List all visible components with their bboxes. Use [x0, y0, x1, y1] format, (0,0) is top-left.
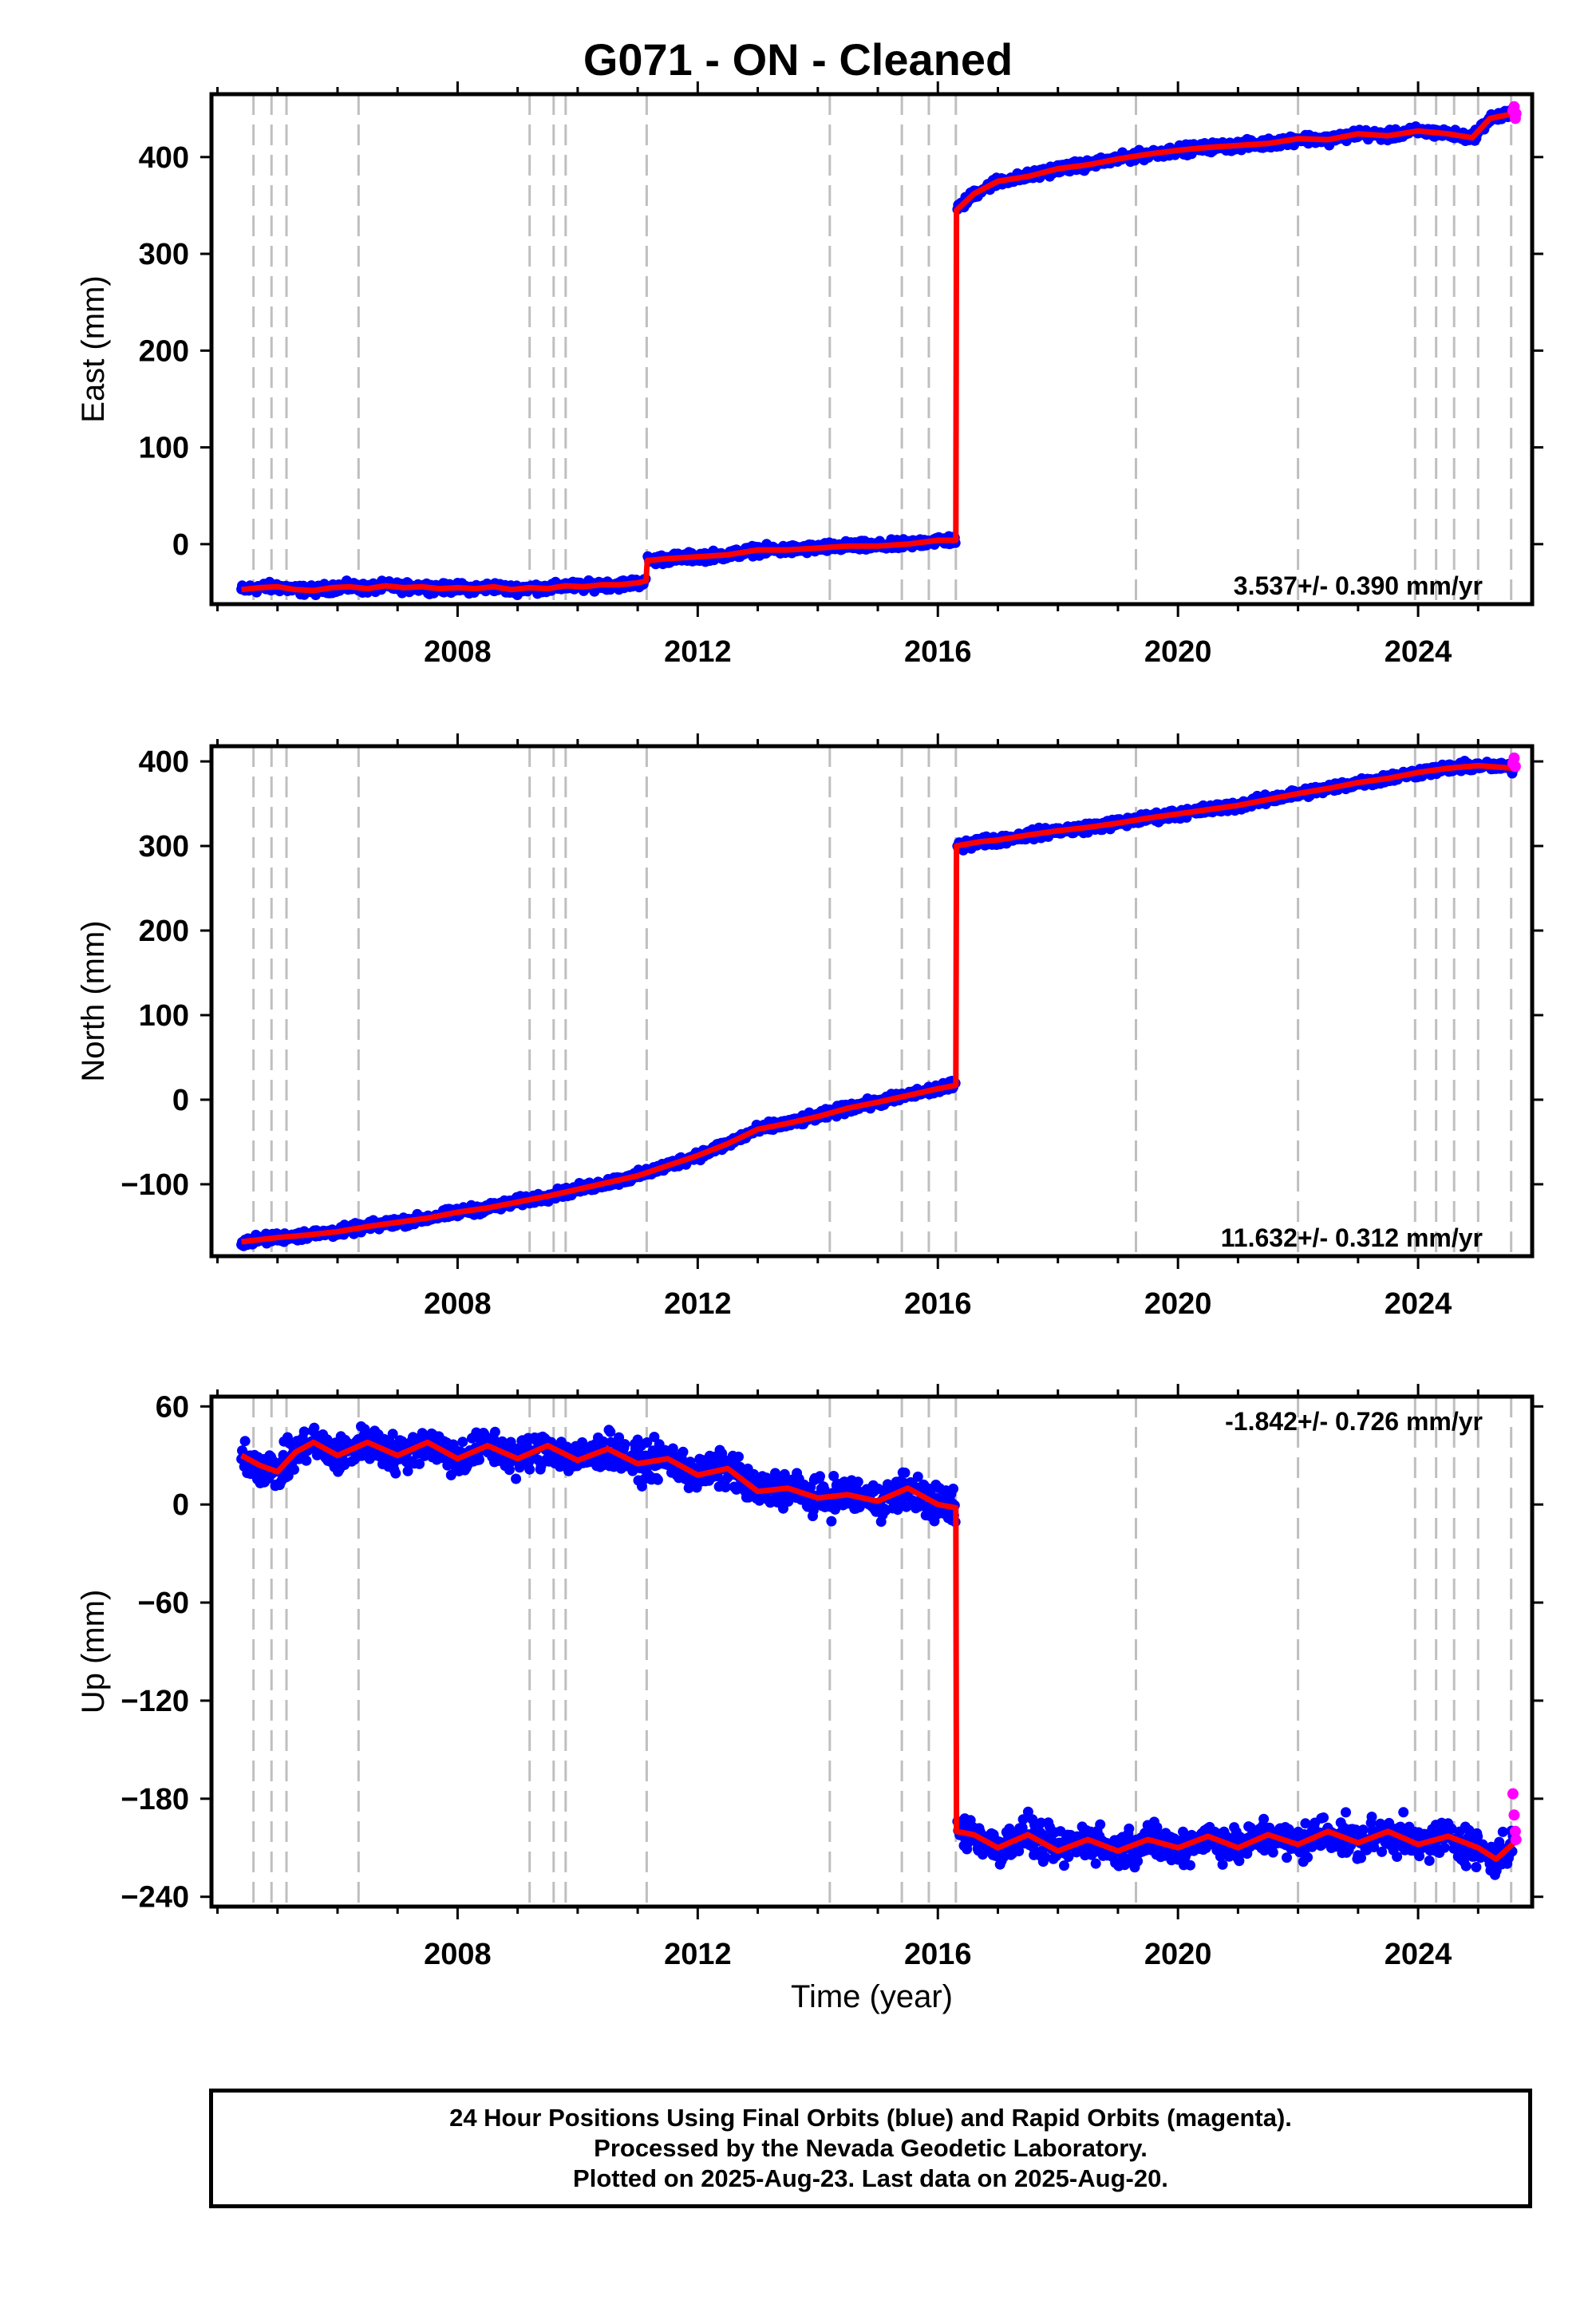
- final-orbit-points: [236, 105, 1519, 600]
- y-tick-label: 200: [139, 915, 189, 948]
- final-point: [524, 1464, 535, 1475]
- panel-1: 0 100 200 300 400 2008 2012 2016 2020 2024 East (m…: [76, 81, 1543, 669]
- y-tick-label: 100: [139, 999, 189, 1033]
- y-axis-title: East (mm): [76, 275, 111, 422]
- plot-frame: [209, 92, 1535, 607]
- final-point: [733, 1451, 744, 1462]
- final-point: [289, 1464, 299, 1475]
- final-point: [1090, 1858, 1101, 1869]
- final-point: [652, 1474, 663, 1485]
- rapid-point: [1509, 761, 1521, 773]
- x-tick-label: 2016: [904, 635, 972, 669]
- x-tick-label: 2020: [1144, 1287, 1212, 1321]
- final-point: [667, 1443, 678, 1454]
- page-title: G071 - ON - Cleaned: [583, 34, 1013, 85]
- panel-2: −100 0 100 200 300 400 2008 2012 2016 2020 2024 Nor…: [76, 733, 1543, 1321]
- y-tick-label: 0: [172, 528, 189, 562]
- model-line: [241, 762, 1515, 1245]
- y-tick-label: 300: [139, 238, 189, 271]
- final-point: [852, 1476, 863, 1488]
- chart-figure: 0 100 200 300 400 2008 2012 2016 2020 2024 East (m…: [76, 81, 1543, 2014]
- y-tick-label: 300: [139, 830, 189, 864]
- final-point: [899, 1467, 911, 1478]
- plot-frame: [209, 744, 1535, 1259]
- final-point: [390, 1468, 401, 1479]
- x-tick-label: 2008: [424, 635, 492, 669]
- final-point: [815, 1471, 825, 1482]
- final-point: [605, 1426, 616, 1437]
- final-orbit-points: [236, 1421, 1519, 1880]
- final-point: [1059, 1860, 1069, 1871]
- final-point: [619, 1439, 630, 1450]
- y-tick-label: −100: [120, 1168, 189, 1202]
- rapid-point: [1510, 108, 1522, 120]
- x-tick-label: 2020: [1144, 635, 1212, 669]
- x-tick-label: 2012: [664, 1287, 732, 1321]
- final-point: [826, 1516, 837, 1527]
- x-tick-label: 2012: [664, 635, 732, 669]
- x-tick-label: 2024: [1385, 635, 1452, 669]
- model-line: [241, 110, 1515, 594]
- final-point: [474, 1454, 484, 1465]
- x-tick-label: 2016: [904, 1287, 972, 1321]
- final-point: [678, 1446, 689, 1457]
- final-point: [511, 1473, 522, 1484]
- rate-label: 11.632+/- 0.312 mm/yr: [1221, 1223, 1483, 1252]
- y-tick-label: 400: [139, 745, 189, 779]
- final-point: [1124, 1823, 1135, 1834]
- final-point: [301, 1455, 312, 1466]
- x-tick-label: 2024: [1385, 1287, 1452, 1321]
- final-point: [948, 1484, 958, 1494]
- final-point: [489, 1426, 500, 1437]
- x-tick-label: 2008: [424, 1287, 492, 1321]
- y-axis-title: North (mm): [76, 920, 111, 1081]
- rate-label: 3.537+/- 0.390 mm/yr: [1234, 571, 1483, 600]
- y-tick-label: 200: [139, 334, 189, 368]
- final-orbit-points: [236, 756, 1519, 1251]
- y-tick-label: 400: [139, 141, 189, 175]
- final-point: [457, 1437, 468, 1448]
- final-point: [239, 1436, 251, 1447]
- final-point: [1095, 1819, 1106, 1830]
- y-tick-label: 0: [172, 1084, 189, 1117]
- y-tick-label: 100: [139, 432, 189, 465]
